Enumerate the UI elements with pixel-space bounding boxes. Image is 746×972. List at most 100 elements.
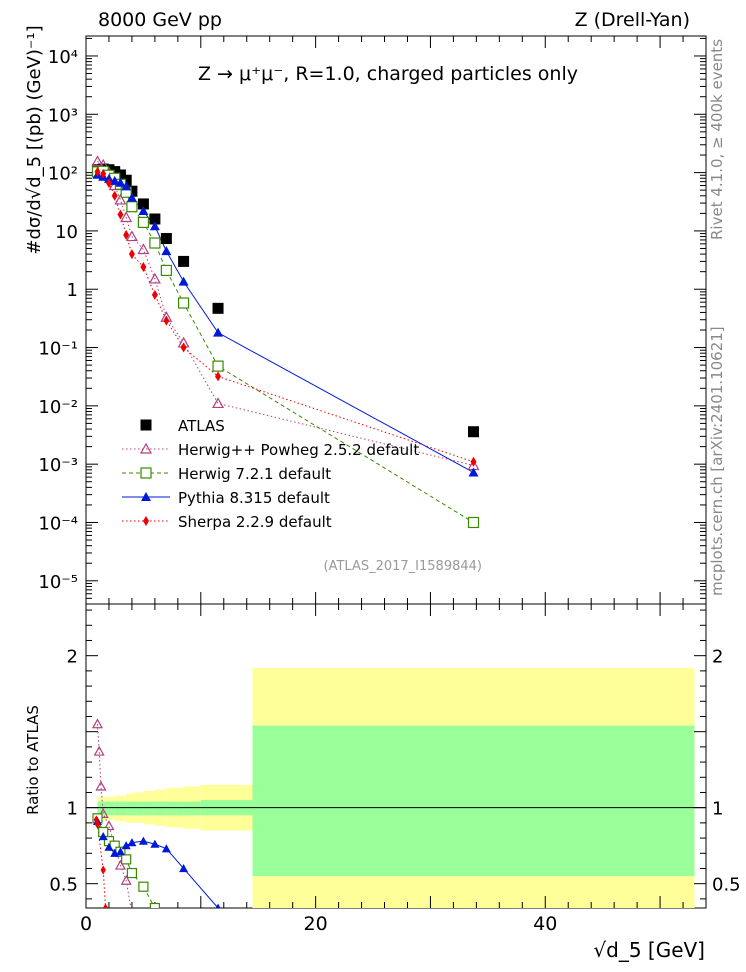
main-point-2 <box>126 201 138 213</box>
ratio-point-2 <box>138 836 148 845</box>
ratio-point-1 <box>138 881 149 892</box>
main-point-4 <box>163 315 170 326</box>
main-y-tick-label: 10⁴ <box>48 47 78 68</box>
main-point-1 <box>125 230 138 242</box>
ratio-y-tick-label-right: 1 <box>712 799 723 820</box>
main-y-tick-label: 10⁻⁴ <box>38 513 78 534</box>
main-point-1 <box>91 155 104 167</box>
legend-label-1: Herwig++ Powheg 2.5.2 default <box>178 441 419 459</box>
ratio-point-3 <box>102 903 109 908</box>
main-point-3 <box>178 276 189 286</box>
main-point-0 <box>109 166 121 178</box>
ratio-point-2 <box>115 847 125 856</box>
band-stat-bin <box>143 801 155 816</box>
ratio-point-0 <box>120 874 132 885</box>
legend-label-3: Pythia 8.315 default <box>178 489 330 507</box>
main-point-0 <box>212 302 224 314</box>
main-point-4 <box>140 262 147 273</box>
x-tick-label: 20 <box>304 913 328 935</box>
main-point-4 <box>117 209 124 220</box>
main-point-2 <box>467 516 480 529</box>
main-point-3 <box>138 205 149 215</box>
main-point-3 <box>468 467 479 477</box>
main-point-4 <box>105 178 112 189</box>
main-point-4 <box>470 456 477 467</box>
axes: 0 20 40 10⁻⁵ 10⁻⁴ 10⁻³ 10⁻² 10⁻¹ 1 10 10² 10³ 10⁴ 0.5… <box>38 36 741 935</box>
ratio-y-tick-label-right: 0.5 <box>712 875 741 896</box>
band-stat-bin <box>166 801 184 816</box>
ratio-point-2 <box>98 832 108 841</box>
main-point-0 <box>120 174 132 186</box>
main-point-4 <box>151 289 158 300</box>
legend-label-0: ATLAS <box>178 417 225 435</box>
main-point-0 <box>114 169 126 181</box>
ratio-point-0 <box>91 718 104 729</box>
legend-marker-0 <box>140 419 152 431</box>
chart-title: Z → μ⁺μ⁻, R=1.0, charged particles only <box>198 63 578 85</box>
ratio-bands <box>97 667 695 908</box>
main-point-0 <box>137 198 149 210</box>
ratio-point-0 <box>114 859 126 870</box>
main-y-label: #dσ/d√d_5 [(pb) (GeV)⁻¹] <box>24 25 45 254</box>
band-stat-bin <box>154 801 167 816</box>
legend-marker-4 <box>143 516 149 526</box>
main-point-0 <box>160 233 172 245</box>
main-y-tick-label: 10² <box>48 164 78 185</box>
band-stat-bin <box>108 801 115 816</box>
main-point-3 <box>161 246 172 256</box>
ratio-point-2 <box>127 838 137 847</box>
legend-marker-1 <box>139 442 153 454</box>
main-point-2 <box>137 216 150 228</box>
rivet-info: Rivet 4.1.0, ≥ 400k events <box>708 39 726 240</box>
header-left: 8000 GeV pp <box>98 9 222 31</box>
ratio-point-2 <box>161 844 171 853</box>
main-point-1 <box>148 272 161 284</box>
main-point-0 <box>149 213 161 225</box>
ratio-point-2 <box>150 839 160 848</box>
main-point-2 <box>212 360 224 372</box>
ratio-point-0 <box>93 745 105 756</box>
ratio-point-1 <box>126 867 138 879</box>
legend-marker-2 <box>140 467 152 479</box>
main-point-2 <box>177 297 190 309</box>
band-stat-bin <box>252 725 695 877</box>
band-stat-bin <box>120 801 127 816</box>
band-stat-bin <box>131 801 144 816</box>
main-y-tick-label: 10⁻¹ <box>38 339 78 360</box>
band-stat-bin <box>103 801 109 816</box>
main-point-0 <box>178 255 190 267</box>
main-point-4 <box>111 190 118 201</box>
main-point-1 <box>137 243 150 255</box>
ratio-point-0 <box>95 780 107 791</box>
ratio-y-tick-label-right: 2 <box>712 647 723 668</box>
main-point-4 <box>180 342 187 353</box>
main-point-2 <box>160 264 172 277</box>
main-point-0 <box>126 185 138 197</box>
legend-label-4: Sherpa 2.2.9 default <box>178 513 332 531</box>
band-stat-bin <box>114 801 121 816</box>
main-point-3 <box>149 221 160 231</box>
main-y-tick-label: 10⁻² <box>38 397 78 418</box>
ratio-line-2 <box>97 821 219 908</box>
ratio-point-0 <box>103 820 115 831</box>
ratio-point-2 <box>179 863 189 873</box>
main-point-2 <box>149 237 161 249</box>
ratio-y-tick-label: 1 <box>67 799 78 820</box>
band-stat-bin <box>126 801 132 816</box>
analysis-annotation: (ATLAS_2017_I1589844) <box>324 559 482 574</box>
ratio-y-tick-label: 2 <box>67 647 78 668</box>
main-point-1 <box>114 193 127 205</box>
main-line-1 <box>97 161 474 466</box>
main-y-tick-label: 10³ <box>48 105 78 126</box>
main-point-4 <box>215 371 222 382</box>
main-y-tick-label: 10 <box>55 222 78 243</box>
main-point-3 <box>213 327 224 337</box>
band-stat-bin <box>97 801 104 816</box>
ratio-point-3 <box>100 865 106 875</box>
x-tick-label: 40 <box>533 913 557 935</box>
main-point-0 <box>468 426 479 438</box>
band-stat-bin <box>183 801 201 816</box>
main-point-4 <box>123 230 130 241</box>
main-point-4 <box>128 249 135 260</box>
